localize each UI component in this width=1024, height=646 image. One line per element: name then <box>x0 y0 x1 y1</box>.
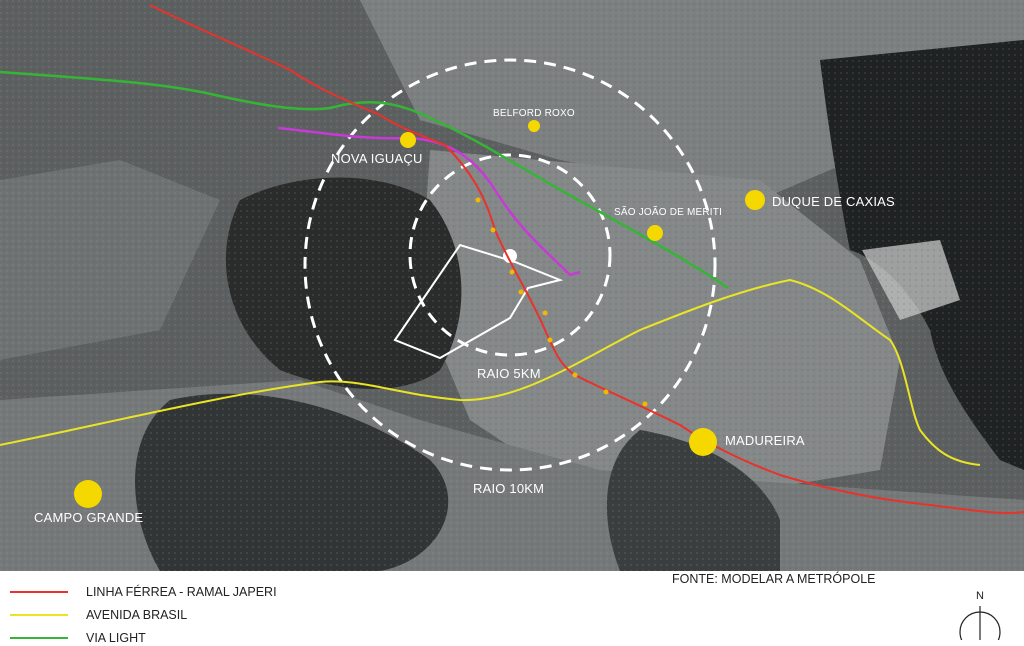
railway-station <box>490 227 496 233</box>
source-credit: FONTE: MODELAR A METRÓPOLE <box>672 572 876 586</box>
legend-item-via-light: VIA LIGHT <box>10 630 146 646</box>
legend-swatch-avenida-brasil <box>10 614 68 616</box>
via-light-route <box>0 70 729 290</box>
map-layers <box>0 0 1024 571</box>
label-raio-5km: RAIO 5KM <box>477 366 541 381</box>
railway-ramal-japeri <box>149 4 1024 514</box>
label-nova-iguacu: NOVA IGUAÇU <box>331 151 423 166</box>
radius-10km-circle <box>303 58 717 472</box>
label-sao-joao-de-meriti: SÃO JOÃO DE MERITI <box>614 207 723 218</box>
city-marker-campo-grande <box>74 480 102 508</box>
railway-station <box>547 337 553 343</box>
railway-station <box>603 389 609 395</box>
compass-north-label: N <box>976 590 984 602</box>
radius-5km-circle <box>408 153 612 357</box>
city-marker-belford-roxo <box>528 120 540 132</box>
city-marker-nova-iguacu <box>400 132 416 148</box>
legend-label-railway: LINHA FÉRREA - RAMAL JAPERI <box>86 585 277 599</box>
city-marker-madureira <box>689 428 717 456</box>
purple-route <box>277 126 581 277</box>
label-madureira: MADUREIRA <box>725 433 805 448</box>
railway-station <box>642 401 648 407</box>
legend-label-avenida-brasil: AVENIDA BRASIL <box>86 608 188 622</box>
avenida-brasil-route <box>0 278 981 466</box>
legend-swatch-via-light <box>10 637 68 639</box>
label-duque-de-caxias: DUQUE DE CAXIAS <box>772 194 895 209</box>
railway-station <box>542 310 548 316</box>
label-belford-roxo: BELFORD ROXO <box>493 108 575 119</box>
north-arrow-compass: N <box>956 590 1004 646</box>
satellite-map[interactable]: NOVA IGUAÇU BELFORD ROXO SÃO JOÃO DE MER… <box>0 0 1024 571</box>
terrain-texture <box>0 0 1024 571</box>
legend-item-railway: LINHA FÉRREA - RAMAL JAPERI <box>10 584 277 600</box>
city-marker-duque-de-caxias <box>745 190 765 210</box>
railway-station <box>518 289 524 295</box>
legend-item-avenida-brasil: AVENIDA BRASIL <box>10 607 187 623</box>
legend-swatch-railway <box>10 591 68 593</box>
railway-station <box>475 197 481 203</box>
label-raio-10km: RAIO 10KM <box>473 481 545 496</box>
compass-icon <box>959 606 1001 646</box>
city-marker-sao-joao-de-meriti <box>647 225 663 241</box>
map-legend: LINHA FÉRREA - RAMAL JAPERI AVENIDA BRAS… <box>0 571 1024 645</box>
railway-stations <box>475 197 648 407</box>
legend-label-via-light: VIA LIGHT <box>86 631 146 645</box>
railway-station <box>572 372 578 378</box>
label-campo-grande: CAMPO GRANDE <box>34 510 144 525</box>
study-area-outline <box>393 243 564 360</box>
railway-station <box>509 269 515 275</box>
